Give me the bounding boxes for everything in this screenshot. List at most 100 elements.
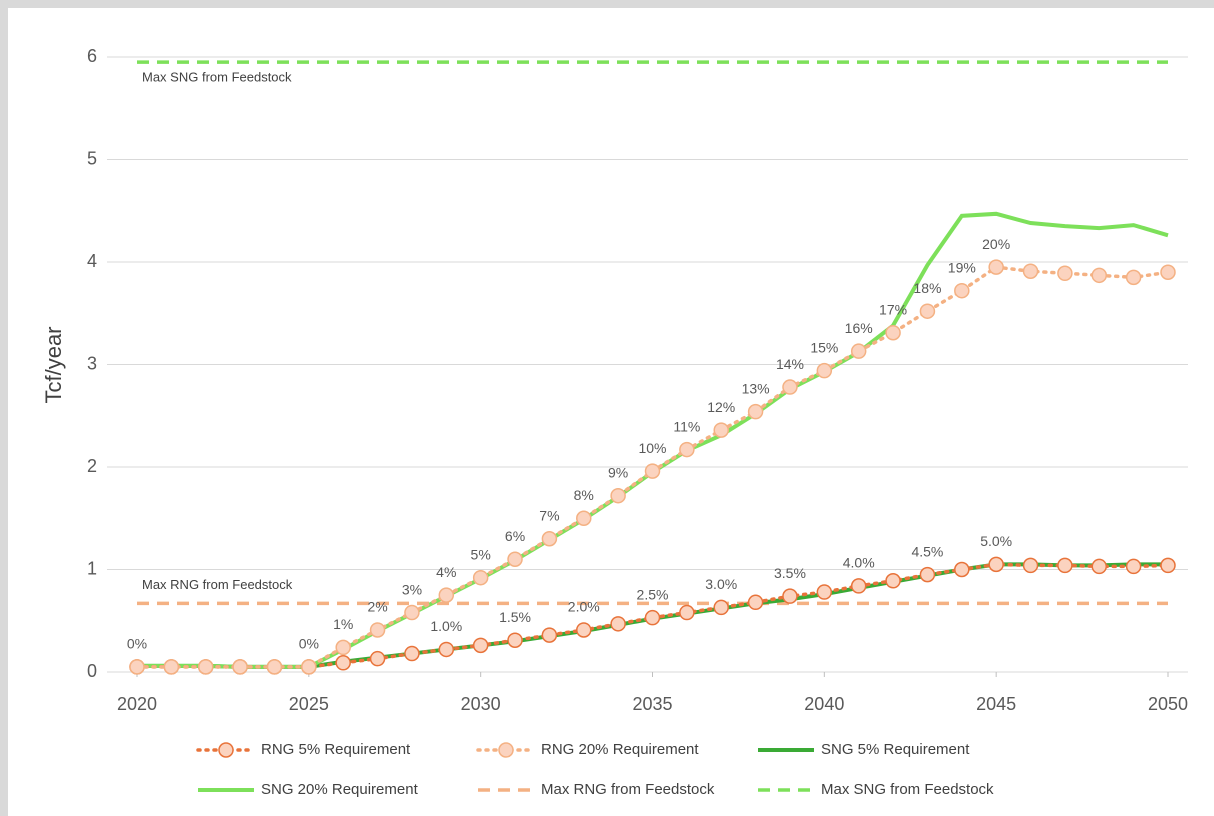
x-tick-label: 2040 xyxy=(804,694,844,714)
data-point xyxy=(816,362,833,379)
data-point xyxy=(885,324,901,341)
data-point xyxy=(576,510,592,526)
data-point xyxy=(885,573,901,589)
data-label: 1% xyxy=(333,616,353,632)
data-label: 9% xyxy=(608,464,628,480)
data-label: 4.0% xyxy=(843,555,875,571)
data-label: 2.5% xyxy=(637,586,669,602)
data-point xyxy=(1125,558,1142,575)
data-point xyxy=(197,659,214,675)
data-point xyxy=(1057,265,1073,282)
data-point xyxy=(163,659,180,675)
data-label: 18% xyxy=(913,280,941,296)
data-point xyxy=(266,659,283,675)
y-tick-label: 6 xyxy=(87,46,97,66)
data-point xyxy=(610,616,626,632)
y-tick-label: 5 xyxy=(87,148,97,168)
data-label: 20% xyxy=(982,236,1010,252)
x-tick-label: 2020 xyxy=(117,694,157,714)
data-point xyxy=(747,403,764,420)
y-tick-label: 0 xyxy=(87,661,97,681)
data-label: 4% xyxy=(436,564,456,580)
data-point xyxy=(988,259,1004,275)
data-label: 4.5% xyxy=(911,543,943,559)
data-label: 2.0% xyxy=(568,599,600,615)
y-axis-label: Tcf/year xyxy=(41,326,66,403)
data-point xyxy=(850,343,867,359)
x-tick-label: 2025 xyxy=(289,694,329,714)
y-tick-label: 2 xyxy=(87,456,97,476)
data-point xyxy=(713,422,729,438)
data-label: 5.0% xyxy=(980,533,1012,549)
data-point xyxy=(747,594,764,611)
data-point xyxy=(713,599,729,616)
data-point xyxy=(1022,557,1039,574)
data-label: 8% xyxy=(574,487,594,503)
data-point xyxy=(850,578,867,594)
data-point xyxy=(644,463,661,479)
data-point xyxy=(541,627,558,643)
x-tick-label: 2045 xyxy=(976,694,1016,714)
y-tick-label: 3 xyxy=(87,353,97,373)
data-point xyxy=(610,487,626,504)
data-point xyxy=(232,659,248,675)
data-point xyxy=(782,379,798,395)
data-label: 7% xyxy=(539,507,559,523)
data-label: 14% xyxy=(776,356,804,372)
legend-label: SNG 20% Requirement xyxy=(261,781,419,798)
data-point xyxy=(1125,269,1142,286)
data-label: 3.5% xyxy=(774,565,806,581)
data-label: 13% xyxy=(742,380,770,396)
data-point xyxy=(507,632,523,648)
legend-label: RNG 5% Requirement xyxy=(261,741,411,758)
data-point xyxy=(988,556,1004,573)
data-label: 11% xyxy=(673,418,700,434)
data-point xyxy=(404,604,420,621)
data-point xyxy=(679,604,695,621)
legend-marker xyxy=(218,742,234,758)
data-point xyxy=(335,639,351,656)
data-point xyxy=(954,282,970,299)
data-point xyxy=(472,637,489,654)
data-point xyxy=(919,566,936,583)
data-point xyxy=(576,622,592,638)
data-point xyxy=(507,551,523,567)
data-label: 15% xyxy=(810,339,838,355)
data-label: 17% xyxy=(879,301,907,317)
y-tick-label: 1 xyxy=(87,558,97,578)
data-point xyxy=(369,650,386,667)
legend-label: Max RNG from Feedstock xyxy=(541,781,715,798)
data-point xyxy=(1091,558,1108,575)
data-label: 0% xyxy=(299,636,319,652)
data-point xyxy=(129,659,145,675)
data-point xyxy=(816,584,833,600)
data-label: 6% xyxy=(505,528,525,544)
data-label: 16% xyxy=(845,320,873,336)
data-point xyxy=(472,569,489,586)
legend-label: Max SNG from Feedstock xyxy=(821,781,994,798)
data-label: 5% xyxy=(471,546,491,562)
data-point xyxy=(679,441,695,458)
annotation: Max SNG from Feedstock xyxy=(142,70,292,85)
data-label: 3% xyxy=(402,581,422,597)
legend-label: RNG 20% Requirement xyxy=(541,741,699,758)
legend-label: SNG 5% Requirement xyxy=(821,741,970,758)
data-label: 3.0% xyxy=(705,576,737,592)
data-point xyxy=(954,561,970,578)
data-label: 1.5% xyxy=(499,609,531,625)
data-label: 0% xyxy=(127,636,147,652)
legend-marker xyxy=(498,742,514,758)
data-label: 2% xyxy=(367,599,387,615)
data-point xyxy=(644,609,661,626)
data-point xyxy=(404,645,420,662)
y-tick-label: 4 xyxy=(87,251,97,271)
data-point xyxy=(541,531,558,547)
x-tick-label: 2035 xyxy=(632,694,672,714)
data-point xyxy=(1160,557,1176,574)
data-point xyxy=(1091,267,1108,284)
data-point xyxy=(782,588,798,604)
annotation: Max RNG from Feedstock xyxy=(142,577,293,592)
data-label: 19% xyxy=(948,259,976,275)
data-point xyxy=(438,587,455,603)
